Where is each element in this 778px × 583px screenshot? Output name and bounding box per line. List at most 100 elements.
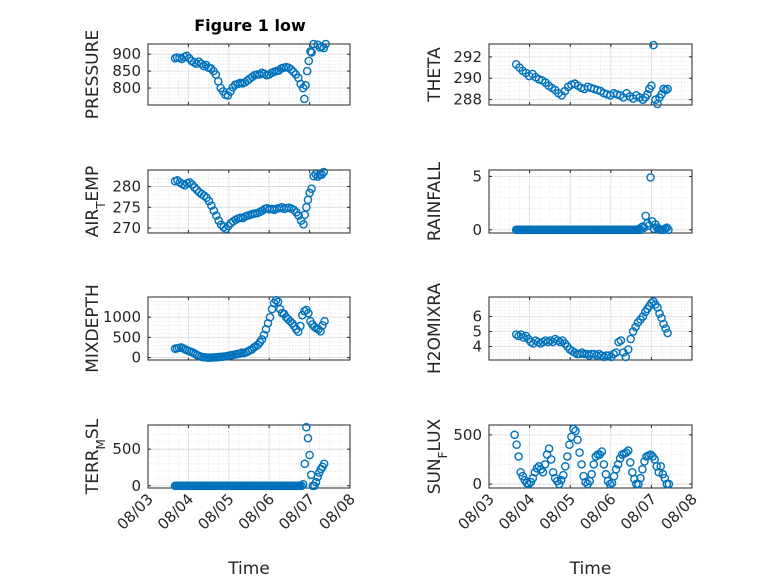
data-point: [591, 452, 601, 461]
y-tick-label: 0: [472, 221, 482, 239]
data-point: [532, 464, 542, 473]
data-point: [192, 185, 202, 195]
data-point: [631, 322, 640, 332]
y-tick-label: 275: [112, 198, 141, 216]
data-point: [309, 171, 318, 181]
data-point: [664, 479, 674, 489]
y-axis-label: TERRMSL: [83, 418, 108, 495]
y-tick-label: 288: [453, 91, 482, 109]
data-point: [265, 312, 275, 322]
data-point: [636, 473, 645, 483]
subplot-theta: 288 290 292 THETA: [425, 40, 693, 109]
y-tick-label: 4: [472, 338, 482, 356]
subplot-sun_flux: 0 500SUNFLUX08/0308/0408/0508/0608/0708/0…: [425, 418, 701, 579]
data-point: [317, 170, 327, 179]
data-point: [651, 95, 660, 104]
data-point: [621, 352, 631, 362]
subplot-h2omixra: 456 H2OMIXRA: [425, 283, 693, 374]
x-tick-label: 08/04: [154, 490, 197, 533]
data-point: [319, 167, 329, 177]
data-point: [206, 64, 216, 73]
y-axis-label: PRESSURE: [83, 30, 103, 119]
y-tick-label: 292: [453, 48, 482, 66]
data-point: [646, 173, 655, 182]
y-tick-label: 500: [453, 426, 482, 444]
data-point: [304, 308, 313, 318]
x-tick-label: 08/05: [194, 490, 237, 533]
y-tick-label: 6: [472, 308, 482, 326]
data-point: [204, 196, 214, 206]
axes-frame: [147, 43, 351, 106]
data-point: [209, 206, 219, 215]
data-point: [321, 39, 331, 49]
data-point: [305, 188, 314, 198]
x-tick-label: 08/06: [235, 490, 278, 533]
x-tick-label: 08/08: [658, 490, 701, 533]
data-point: [587, 469, 597, 479]
y-axis-label: RAINFALL: [425, 161, 445, 241]
data-point: [649, 40, 658, 50]
data-point: [510, 430, 519, 440]
axes-frame: [488, 296, 693, 361]
data-series-mixdepth: [170, 295, 329, 362]
data-point: [303, 433, 313, 443]
data-point: [299, 219, 308, 229]
data-point: [573, 435, 582, 445]
data-point: [663, 84, 672, 94]
y-tick-label: 0: [472, 475, 482, 493]
data-point: [257, 335, 267, 344]
axes-frame: [488, 424, 693, 489]
data-point: [271, 295, 281, 305]
data-series-h2omixra: [511, 297, 672, 362]
x-tick-label: 08/04: [495, 490, 538, 533]
data-point: [197, 59, 206, 68]
data-point: [654, 467, 664, 477]
data-point: [190, 183, 199, 192]
data-point: [652, 462, 661, 471]
data-point: [319, 459, 329, 469]
data-series-sun_flux: [510, 424, 674, 489]
data-point: [656, 462, 666, 471]
y-tick-label: 5: [472, 167, 482, 185]
data-point: [298, 480, 308, 489]
data-series-pressure: [170, 39, 331, 104]
data-point: [207, 201, 216, 210]
y-axis-label: THETA: [425, 47, 445, 103]
data-point: [623, 345, 633, 354]
data-series-terr_msl: [170, 422, 329, 491]
y-axis-label: SUNFLUX: [425, 418, 450, 494]
data-point: [546, 455, 556, 464]
data-point: [626, 334, 635, 344]
data-point: [297, 481, 306, 491]
data-series-theta: [511, 40, 672, 109]
y-tick-label: 850: [112, 62, 141, 80]
y-tick-label: 0: [131, 477, 141, 495]
data-point: [514, 452, 523, 461]
y-tick-label: 5: [472, 323, 482, 341]
data-point: [662, 223, 672, 232]
data-point: [194, 57, 204, 66]
data-point: [643, 89, 652, 99]
x-tick-label: 08/05: [536, 490, 579, 533]
data-point: [319, 43, 329, 53]
data-point: [565, 440, 574, 449]
data-point: [311, 477, 321, 487]
data-point: [569, 424, 578, 434]
data-point: [575, 448, 584, 457]
data-point: [300, 459, 310, 469]
data-point: [661, 324, 670, 333]
figure-title: Figure 1 low: [194, 16, 306, 35]
x-tick-label: 08/08: [316, 490, 359, 533]
data-point: [613, 460, 623, 469]
data-point: [611, 464, 621, 474]
data-point: [643, 219, 652, 228]
data-point: [298, 83, 308, 93]
data-point: [300, 94, 309, 104]
data-point: [182, 51, 192, 61]
data-point: [638, 95, 648, 104]
data-point: [199, 191, 209, 200]
